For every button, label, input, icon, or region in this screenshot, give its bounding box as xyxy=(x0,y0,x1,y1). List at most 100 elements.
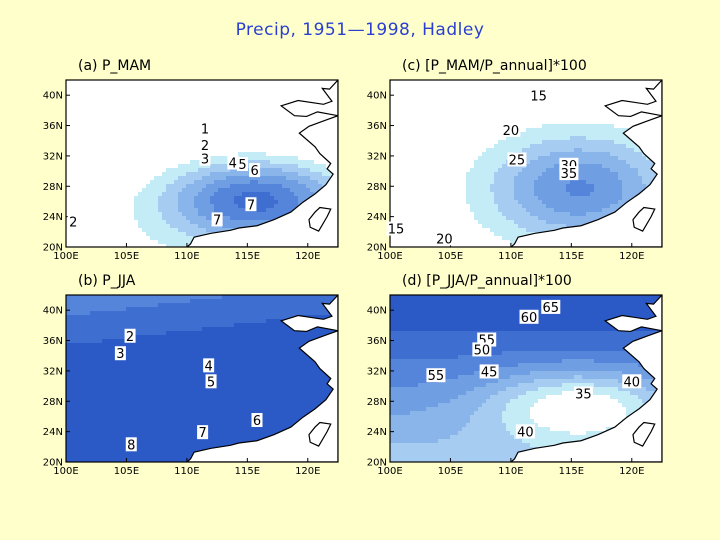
panel-a-contour-label-bg xyxy=(236,157,248,172)
panel-a-contour-label-bg xyxy=(67,214,79,229)
panel-d-contour-label-bg xyxy=(573,386,593,401)
panel-c-ytick-label: 36N xyxy=(367,121,387,132)
panel-d-title: (d) [P_JJA/P_annual]*100 xyxy=(402,273,572,289)
panel-a-contour-label: 7 xyxy=(247,198,255,213)
panel-a-ytick-label: 32N xyxy=(43,151,63,162)
panel-a-contour-label: 5 xyxy=(238,158,246,173)
panel-a-taiwan xyxy=(308,206,332,232)
panel-c-contour-label: 15 xyxy=(530,90,547,105)
panel-d-ytick-label: 32N xyxy=(367,366,387,377)
panel-a-ytick-label: 28N xyxy=(43,182,63,193)
panel-b-contour-label-bg xyxy=(114,346,126,361)
panel-c-ytick-label: 20N xyxy=(367,243,387,254)
panel-a-contour-label: 2 xyxy=(69,216,77,231)
panel-a-ytick-label: 36N xyxy=(43,121,63,132)
panel-c-contour-label: 35 xyxy=(561,167,578,182)
panel-c-contour-label: 25 xyxy=(509,153,526,168)
panel-b-frame xyxy=(65,294,339,463)
panel-a-xtick-label: 100E xyxy=(53,251,78,262)
panel-a-contour-label: 1 xyxy=(201,122,209,137)
panel-a-title: (a) P_MAM xyxy=(78,58,151,74)
panel-a-contour-label: 4 xyxy=(229,157,237,172)
panel-d-contour-label-bg xyxy=(472,342,492,357)
panel-a-sea xyxy=(185,80,338,247)
figure-title: Precip, 1951—1998, Hadley xyxy=(235,20,485,40)
panel-b-xtick-label: 120E xyxy=(295,466,320,477)
panel-d-contour-label: 40 xyxy=(517,425,534,440)
panel-c-title: (c) [P_MAM/P_annual]*100 xyxy=(402,58,587,74)
panel-b-contour-label: 3 xyxy=(116,347,124,362)
panel-c: (c) [P_MAM/P_annual]*100 100E 105E 110E 115E… xyxy=(367,58,663,262)
panel-b-xtick-label: 105E xyxy=(114,466,139,477)
panel-b-contour-label-bg xyxy=(203,358,215,373)
panel-d-xtick-label: 105E xyxy=(438,466,463,477)
panel-c-ytick-label: 24N xyxy=(367,212,387,223)
panel-b-ytick-label: 24N xyxy=(43,427,63,438)
panel-c-contour-label-bg xyxy=(386,221,406,236)
panel-c-ytick-label: 28N xyxy=(367,182,387,193)
panel-c-contour-label-bg xyxy=(529,88,549,103)
panel-a-xtick-label: 105E xyxy=(114,251,139,262)
panel-a-frame xyxy=(65,79,339,248)
panel-d-frame xyxy=(389,294,663,463)
panel-b-contour-label: 6 xyxy=(253,414,261,429)
panel-a-contour-label-bg xyxy=(199,151,211,166)
panel-b-xtick-label: 115E xyxy=(235,466,260,477)
panel-b-ytick-label: 36N xyxy=(43,336,63,347)
panel-d-contour-label-bg xyxy=(479,364,499,379)
panel-b-contour-label: 4 xyxy=(205,359,213,374)
panel-b-contour-label: 7 xyxy=(198,426,206,441)
panel-b-contour-label: 8 xyxy=(127,438,135,453)
panel-a-ytick-label: 40N xyxy=(43,91,63,102)
panel-a-contour-label: 2 xyxy=(201,139,209,154)
panel-c-ytick-label: 40N xyxy=(367,91,387,102)
panel-d-ytick-label: 40N xyxy=(367,306,387,317)
panel-b-ytick-label: 32N xyxy=(43,366,63,377)
panel-c-contour-label: 20 xyxy=(436,232,453,247)
panel-b-contour-label: 5 xyxy=(207,375,215,390)
panel-c-sea xyxy=(509,80,662,247)
panel-d-xtick-label: 110E xyxy=(498,466,523,477)
panel-c-contour-label-bg xyxy=(434,231,454,246)
panel-b-ytick-label: 20N xyxy=(43,458,63,469)
panel-b-sea xyxy=(185,295,338,462)
panel-d-contour-label-bg xyxy=(515,424,535,439)
panel-c-xtick-label: 110E xyxy=(498,251,523,262)
panel-d-xtick-label: 115E xyxy=(559,466,584,477)
panel-c-taiwan xyxy=(632,206,656,232)
panel-d-sea xyxy=(509,295,662,462)
panel-b-contour-label-bg xyxy=(205,374,217,389)
panel-d-contour-label-bg xyxy=(426,368,446,383)
panel-b-xtick-label: 100E xyxy=(53,466,78,477)
panel-a-ytick-label: 24N xyxy=(43,212,63,223)
panel-c-ytick-label: 32N xyxy=(367,151,387,162)
panel-b-title: (b) P_JJA xyxy=(78,273,136,289)
panel-a-ytick-label: 20N xyxy=(43,243,63,254)
panel-c-xtick-label: 105E xyxy=(438,251,463,262)
panel-b-contour-label-bg xyxy=(197,425,209,440)
panel-d-contour-label: 40 xyxy=(624,375,641,390)
panel-b-ytick-label: 28N xyxy=(43,397,63,408)
panel-d-contour-label-bg xyxy=(519,309,539,324)
panel-d-ytick-label: 20N xyxy=(367,458,387,469)
panel-a-contour-label-bg xyxy=(249,163,261,178)
panel-c-contour-label-bg xyxy=(501,122,521,137)
panel-b-contour-label-bg xyxy=(125,437,137,452)
panel-a-contour-label-bg xyxy=(199,121,211,136)
panel-d-contour-label-bg xyxy=(541,299,561,314)
panel-d-taiwan xyxy=(632,421,656,447)
panel-d: (d) [P_JJA/P_annual]*100 100E 105E 110E 115E… xyxy=(367,273,663,477)
panel-a-contour-label-bg xyxy=(245,197,257,212)
panel-d-ytick-label: 28N xyxy=(367,397,387,408)
panel-a-xtick-label: 110E xyxy=(174,251,199,262)
panel-d-ytick-label: 24N xyxy=(367,427,387,438)
panel-c-contour-label-bg xyxy=(559,166,579,181)
panel-c-xtick-label: 115E xyxy=(559,251,584,262)
panel-b-contour-label-bg xyxy=(124,328,136,343)
panel-c-frame xyxy=(389,79,663,248)
panel-a-contour-label: 6 xyxy=(250,164,258,179)
panel-a-contour-label: 7 xyxy=(213,213,221,228)
panel-b-ytick-label: 40N xyxy=(43,306,63,317)
panel-b-contour-label: 2 xyxy=(126,330,134,345)
